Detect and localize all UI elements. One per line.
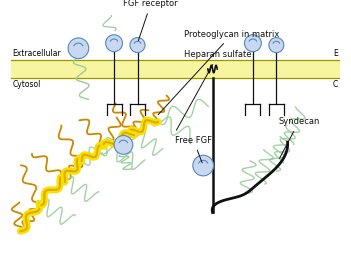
Circle shape bbox=[269, 38, 284, 52]
Circle shape bbox=[130, 38, 145, 52]
Circle shape bbox=[193, 155, 213, 176]
Circle shape bbox=[106, 35, 122, 52]
Text: Free FGF: Free FGF bbox=[175, 136, 212, 163]
Circle shape bbox=[114, 135, 133, 154]
Circle shape bbox=[244, 35, 261, 52]
Text: Extracellular: Extracellular bbox=[13, 49, 61, 58]
Circle shape bbox=[68, 38, 89, 58]
Text: E: E bbox=[333, 49, 338, 58]
Text: Proteoglycan in matrix: Proteoglycan in matrix bbox=[158, 30, 280, 115]
Text: C: C bbox=[333, 80, 338, 89]
Text: Cytosol: Cytosol bbox=[13, 80, 41, 89]
Text: FGF receptor: FGF receptor bbox=[124, 0, 178, 41]
Bar bbox=[11, 60, 340, 78]
Text: Heparan sulfate: Heparan sulfate bbox=[177, 50, 252, 130]
Text: Syndecan: Syndecan bbox=[278, 117, 320, 158]
